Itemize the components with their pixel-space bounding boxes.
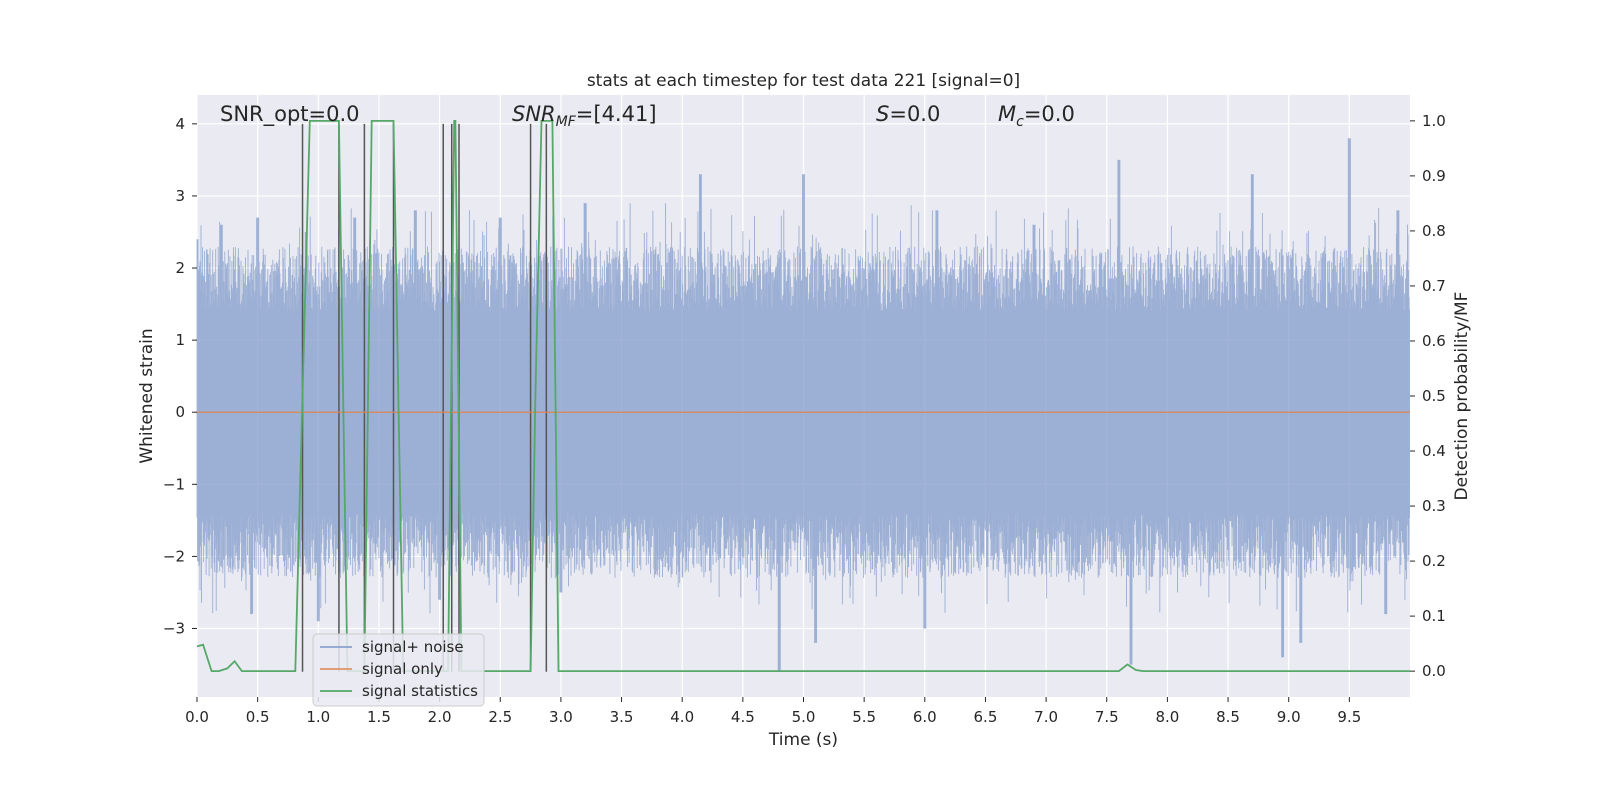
y2-axis-label: Detection probability/MF bbox=[1452, 292, 1472, 501]
y-tick-label: 0 bbox=[175, 403, 185, 421]
annotation-mc-subscript: c bbox=[1016, 114, 1024, 130]
y-tick-label: 2 bbox=[175, 259, 185, 277]
signal-noise-trace bbox=[196, 138, 1410, 672]
x-tick-label: 0.0 bbox=[185, 708, 209, 726]
annotation-mc-symbol: M bbox=[998, 102, 1016, 126]
y2-tick-label: 0.4 bbox=[1422, 442, 1446, 460]
legend-box bbox=[312, 633, 485, 707]
x-tick-label: 2.5 bbox=[488, 708, 512, 726]
x-tick-label: 1.0 bbox=[306, 708, 330, 726]
x-axis-label: Time (s) bbox=[768, 730, 838, 750]
x-tick-label: 9.5 bbox=[1337, 708, 1361, 726]
x-tick-label: 6.0 bbox=[913, 708, 937, 726]
y2-tick-label: 0.6 bbox=[1422, 332, 1446, 350]
y2-tick-label: 0.0 bbox=[1422, 662, 1446, 680]
y2-tick-label: 0.2 bbox=[1422, 552, 1446, 570]
series-lines bbox=[196, 120, 1410, 672]
annotation-snr-mf-value: =[4.41] bbox=[576, 102, 657, 126]
y2-tick-label: 0.5 bbox=[1422, 387, 1446, 405]
x-tick-label: 7.0 bbox=[1034, 708, 1058, 726]
annotation-snr-mf: SNRMF=[4.41] bbox=[512, 102, 657, 130]
annotation-mc-value: =0.0 bbox=[1024, 102, 1075, 126]
annotation-s-symbol: S bbox=[876, 102, 889, 126]
annotation-snr-mf-subscript: MF bbox=[556, 114, 577, 130]
axes: 0.0 0.5 1.0 1.5 2.0 2.5 3.0 3.5 4.0 4.5 5.0 5.5 6.0 6… bbox=[163, 112, 1446, 726]
chart-title: stats at each timestep for test data 221… bbox=[587, 71, 1020, 91]
y2-tick-label: 0.9 bbox=[1422, 167, 1446, 185]
x-tick-label: 6.5 bbox=[974, 708, 998, 726]
signal-statistics-line bbox=[196, 120, 1410, 672]
y-tick-label: −1 bbox=[163, 475, 185, 493]
y-tick-label: 1 bbox=[175, 331, 185, 349]
annotation-s-value: =0.0 bbox=[889, 102, 940, 126]
x-tick-label: 2.0 bbox=[428, 708, 452, 726]
annotation-mc: Mc=0.0 bbox=[998, 102, 1075, 130]
y-axis-label: Whitened strain bbox=[137, 328, 157, 463]
x-tick-label: 0.5 bbox=[246, 708, 270, 726]
y2-tick-label: 0.8 bbox=[1422, 222, 1446, 240]
y-tick-label: −3 bbox=[163, 620, 185, 638]
legend-label-signal-only: signal only bbox=[362, 660, 443, 678]
annotation-snr-mf-symbol: SNR bbox=[512, 102, 556, 126]
x-tick-label: 3.0 bbox=[549, 708, 573, 726]
x-tick-label: 4.5 bbox=[731, 708, 755, 726]
y2-tick-label: 1.0 bbox=[1422, 112, 1446, 130]
x-tick-label: 4.0 bbox=[670, 708, 694, 726]
x-tick-label: 8.5 bbox=[1216, 708, 1240, 726]
y-tick-label: 3 bbox=[175, 187, 185, 205]
y2-tick-label: 0.3 bbox=[1422, 497, 1446, 515]
legend-label-signal-statistics: signal statistics bbox=[362, 682, 478, 700]
series-signal-noise bbox=[196, 138, 1410, 672]
x-tick-label: 1.5 bbox=[367, 708, 391, 726]
legend: signal+ noise signal only signal statist… bbox=[312, 633, 485, 707]
x-tick-label: 9.0 bbox=[1277, 708, 1301, 726]
y2-tick-label: 0.1 bbox=[1422, 607, 1446, 625]
x-tick-label: 3.5 bbox=[610, 708, 634, 726]
x-tick-label: 7.5 bbox=[1095, 708, 1119, 726]
y-tick-label: 4 bbox=[175, 115, 185, 133]
annotation-s: S=0.0 bbox=[876, 102, 940, 126]
legend-label-signal-noise: signal+ noise bbox=[362, 638, 464, 656]
x-tick-label: 5.5 bbox=[852, 708, 876, 726]
x-tick-label: 5.0 bbox=[792, 708, 816, 726]
annotation-snr-opt: SNR_opt=0.0 bbox=[220, 102, 360, 127]
y2-tick-label: 0.7 bbox=[1422, 277, 1446, 295]
y-tick-label: −2 bbox=[163, 547, 185, 565]
x-tick-label: 8.0 bbox=[1155, 708, 1179, 726]
